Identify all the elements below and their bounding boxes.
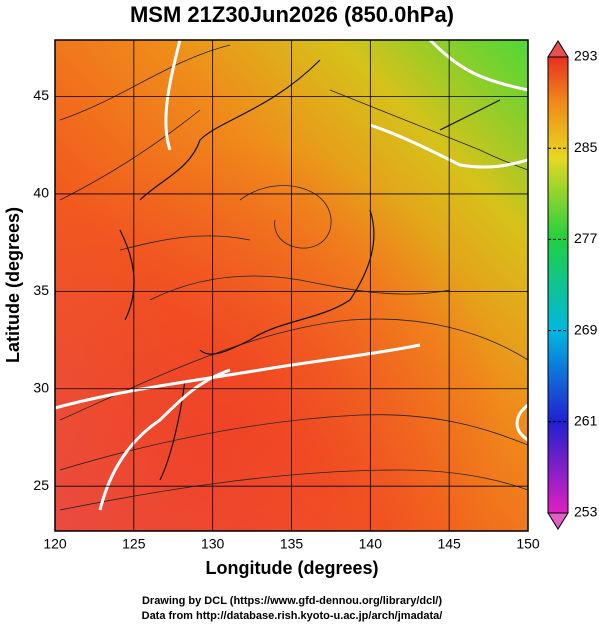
- colorbar-tick-label: 269: [574, 321, 598, 337]
- x-tick-label: 145: [437, 536, 461, 552]
- colorbar-bottom-arrow: [547, 512, 569, 530]
- title: MSM 21Z30Jun2026 (850.0hPa): [130, 2, 454, 27]
- y-axis-label: Latitude (degrees): [3, 207, 23, 363]
- contours: [55, 40, 528, 511]
- x-tick-label: 120: [43, 536, 67, 552]
- y-tick-label: 25: [33, 477, 49, 493]
- x-tick-label: 130: [201, 536, 225, 552]
- y-tick-label: 45: [33, 87, 49, 103]
- colorbar-tick-label: 261: [574, 413, 598, 429]
- credit: Drawing by DCL (https://www.gfd-dennou.o…: [142, 595, 442, 607]
- colorbar-tick-label: 285: [574, 139, 598, 155]
- x-tick-label: 140: [359, 536, 383, 552]
- credit: Data from http://database.rish.kyoto-u.a…: [142, 610, 443, 622]
- colorbar: [547, 56, 569, 514]
- x-axis-label: Longitude (degrees): [205, 558, 378, 578]
- x-tick-label: 125: [122, 536, 146, 552]
- colorbar-tick-label: 277: [574, 230, 598, 246]
- coastline: [119, 59, 501, 481]
- colorbar-tick-label: 293: [574, 48, 598, 64]
- x-tick-label: 135: [280, 536, 304, 552]
- y-tick-label: 30: [33, 379, 49, 395]
- y-tick-label: 40: [33, 185, 49, 201]
- colorbar-tick-label: 253: [574, 504, 598, 520]
- colorbar-top-arrow: [547, 40, 569, 58]
- x-tick-label: 150: [516, 536, 540, 552]
- y-tick-label: 35: [33, 282, 49, 298]
